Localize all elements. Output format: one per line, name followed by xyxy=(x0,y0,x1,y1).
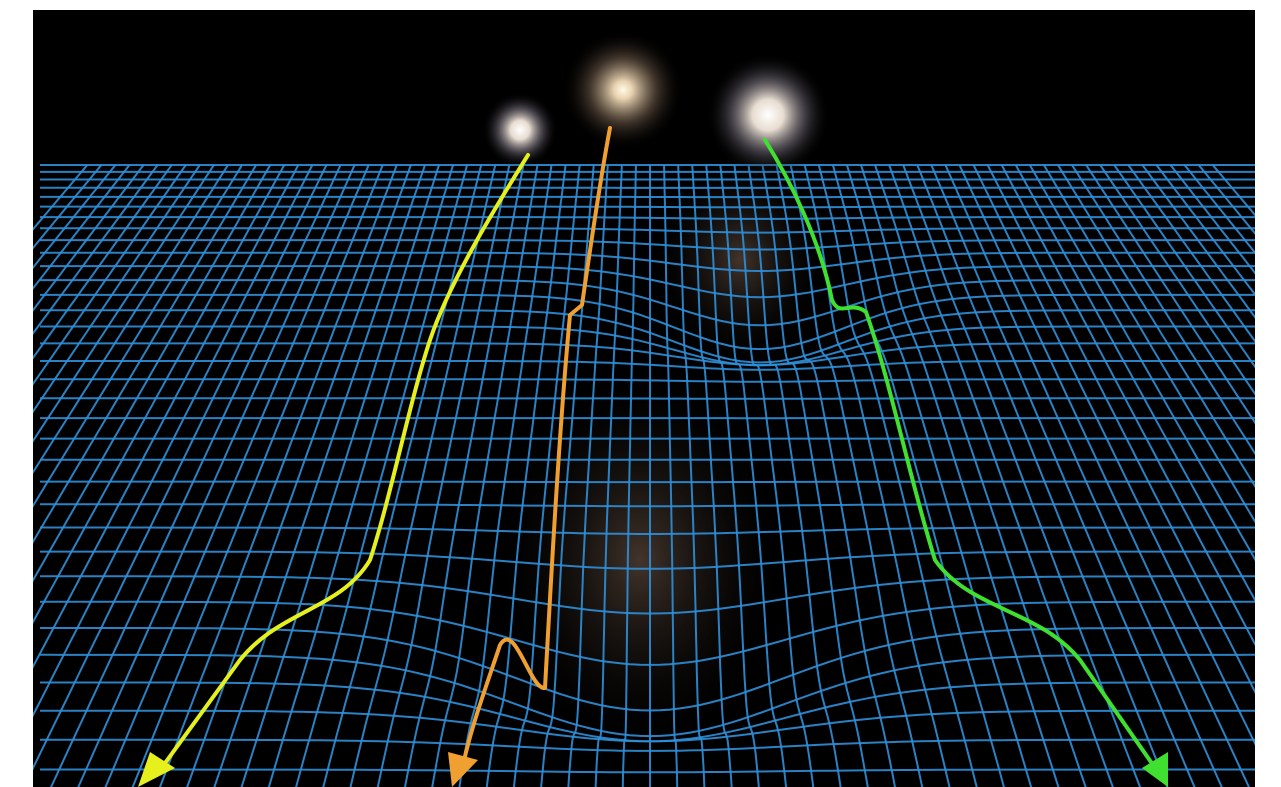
mass-glow xyxy=(490,360,790,760)
galaxy xyxy=(482,92,558,168)
galaxy-glow xyxy=(562,30,684,150)
mass-glow xyxy=(650,150,830,370)
galaxy xyxy=(706,53,830,177)
illustration xyxy=(0,0,1281,787)
page: (() => { const g = document.getElementBy… xyxy=(0,0,1281,787)
